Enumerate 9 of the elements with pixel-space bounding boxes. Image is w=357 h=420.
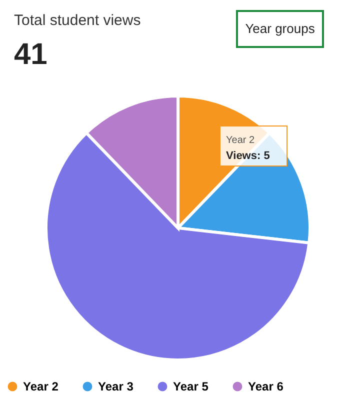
chart-subtitle: 41 bbox=[14, 38, 48, 71]
text: Year groups bbox=[245, 21, 316, 36]
chart-title: Total student views bbox=[14, 12, 141, 29]
legend-label: Year 6 bbox=[248, 380, 284, 394]
legend-label: Year 3 bbox=[98, 380, 134, 394]
legend-label: Year 5 bbox=[173, 380, 209, 394]
legend-label: Year 2 bbox=[23, 380, 59, 394]
text: Year 2 bbox=[226, 135, 255, 146]
text: Views: 5 bbox=[226, 150, 270, 162]
